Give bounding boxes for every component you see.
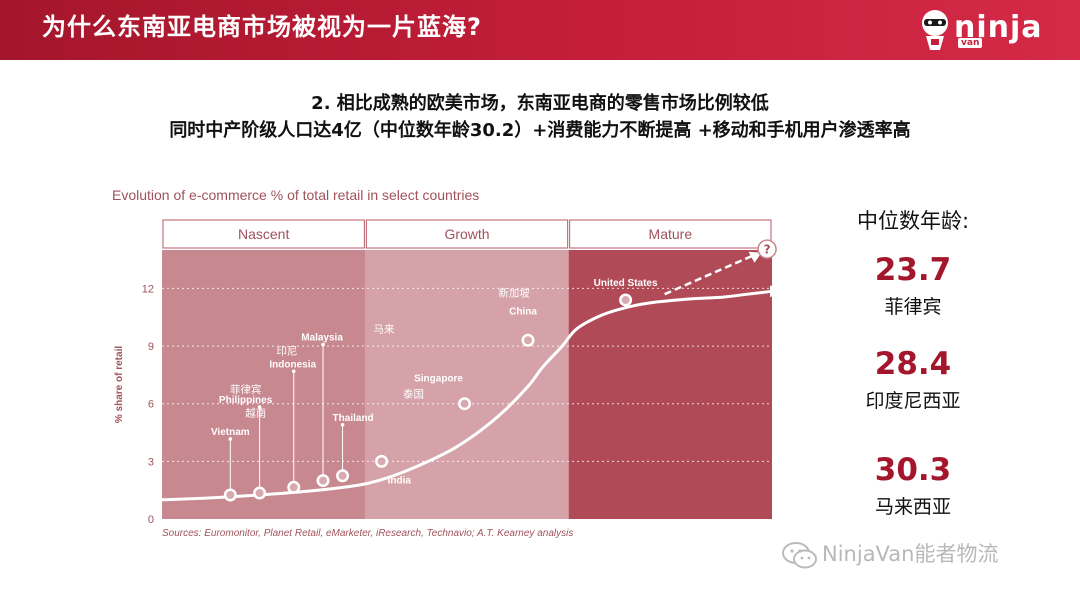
y-tick-label: 0 <box>148 514 154 525</box>
data-point-core <box>319 476 328 485</box>
y-tick-label: 12 <box>142 283 154 295</box>
data-point-core <box>289 483 298 492</box>
wechat-icon <box>782 542 817 569</box>
leader-dot <box>291 369 296 374</box>
subtitle-line-1: 2. 相比成熟的欧美市场，东南亚电商的零售市场比例较低 <box>311 93 769 114</box>
point-label-indonesia: Indonesia <box>269 359 316 370</box>
page-title: 为什么东南亚电商市场被视为一片蓝海? <box>42 13 482 41</box>
median-age-value-1: 23.7 <box>874 252 952 288</box>
chart-sources: Sources: Euromonitor, Planet Retail, eMa… <box>162 528 574 539</box>
phase-header-nascent <box>162 219 365 249</box>
point-cn-label: 菲律宾 <box>230 383 262 396</box>
point-cn-label: 新加坡 <box>498 286 530 299</box>
curve-arrowhead <box>770 285 782 298</box>
phase-label-nascent: Nascent <box>238 226 289 242</box>
median-age-value-2: 28.4 <box>874 346 952 382</box>
dashed-forecast-arrow <box>664 254 753 296</box>
leader-dot <box>257 405 262 409</box>
data-point-core <box>255 489 264 498</box>
extra-cn-label: 马来 <box>374 324 395 336</box>
phase-header-mature <box>569 219 772 249</box>
leader-dot <box>228 437 233 441</box>
dashed-arrowhead <box>748 251 762 263</box>
point-label-china: China <box>509 306 537 317</box>
point-label-philippines: Philippines <box>219 395 273 406</box>
adoption-curve <box>161 289 773 502</box>
chart-title: Evolution of e-commerce % of total retai… <box>112 187 480 203</box>
data-point-core <box>377 457 386 466</box>
subtitle-line-2: 同时中产阶级人口达4亿（中位数年龄30.2）+消费能力不断提高 +移动和手机用户… <box>169 120 911 141</box>
median-age-country-3: 马来西亚 <box>874 496 951 518</box>
point-cn-label: 泰国 <box>403 388 424 401</box>
watermark-text: NinjaVan能者物流 <box>822 542 999 566</box>
data-point-core <box>460 399 469 408</box>
ninjavan-logo: ninja van <box>918 8 1068 52</box>
median-age-value-3: 30.3 <box>874 452 952 488</box>
point-cn-label: 越南 <box>245 406 266 419</box>
y-tick-label: 9 <box>148 341 154 353</box>
question-circle <box>757 239 777 259</box>
median-age-country-1: 菲律宾 <box>884 296 942 318</box>
phase-header-growth <box>365 219 569 249</box>
leader-dot <box>321 342 325 347</box>
ecommerce-share-chart: Nascent Growth Mature 0 3 6 9 12 % share of ret… <box>114 219 782 525</box>
data-point-core <box>621 295 630 304</box>
y-tick-label: 6 <box>148 399 154 411</box>
point-label-singapore: Singapore <box>414 374 463 385</box>
question-mark: ? <box>764 243 771 257</box>
point-label-united-states: United States <box>594 278 658 289</box>
y-axis-label: % share of retail <box>114 346 125 423</box>
point-label-thailand: Thailand <box>333 413 374 424</box>
point-label-vietnam: Vietnam <box>211 427 250 438</box>
phase-band-nascent <box>162 250 366 519</box>
logo-subtext: van <box>958 38 983 48</box>
point-cn-label: 印尼 <box>277 346 298 358</box>
ninja-mascot-icon <box>922 10 948 50</box>
median-age-title: 中位数年龄: <box>856 209 970 233</box>
data-point-core <box>226 490 235 499</box>
median-age-country-2: 印度尼西亚 <box>865 390 961 412</box>
header-bar: 为什么东南亚电商市场被视为一片蓝海? ninja van <box>0 0 1080 60</box>
data-point-core <box>524 336 532 345</box>
point-label-malaysia: Malaysia <box>301 333 343 344</box>
phase-label-growth: Growth <box>444 226 489 242</box>
phase-label-mature: Mature <box>649 226 693 242</box>
point-label-india: India <box>388 475 412 486</box>
y-tick-label: 3 <box>148 456 154 468</box>
data-point-core <box>338 471 347 480</box>
leader-dot <box>340 422 345 427</box>
